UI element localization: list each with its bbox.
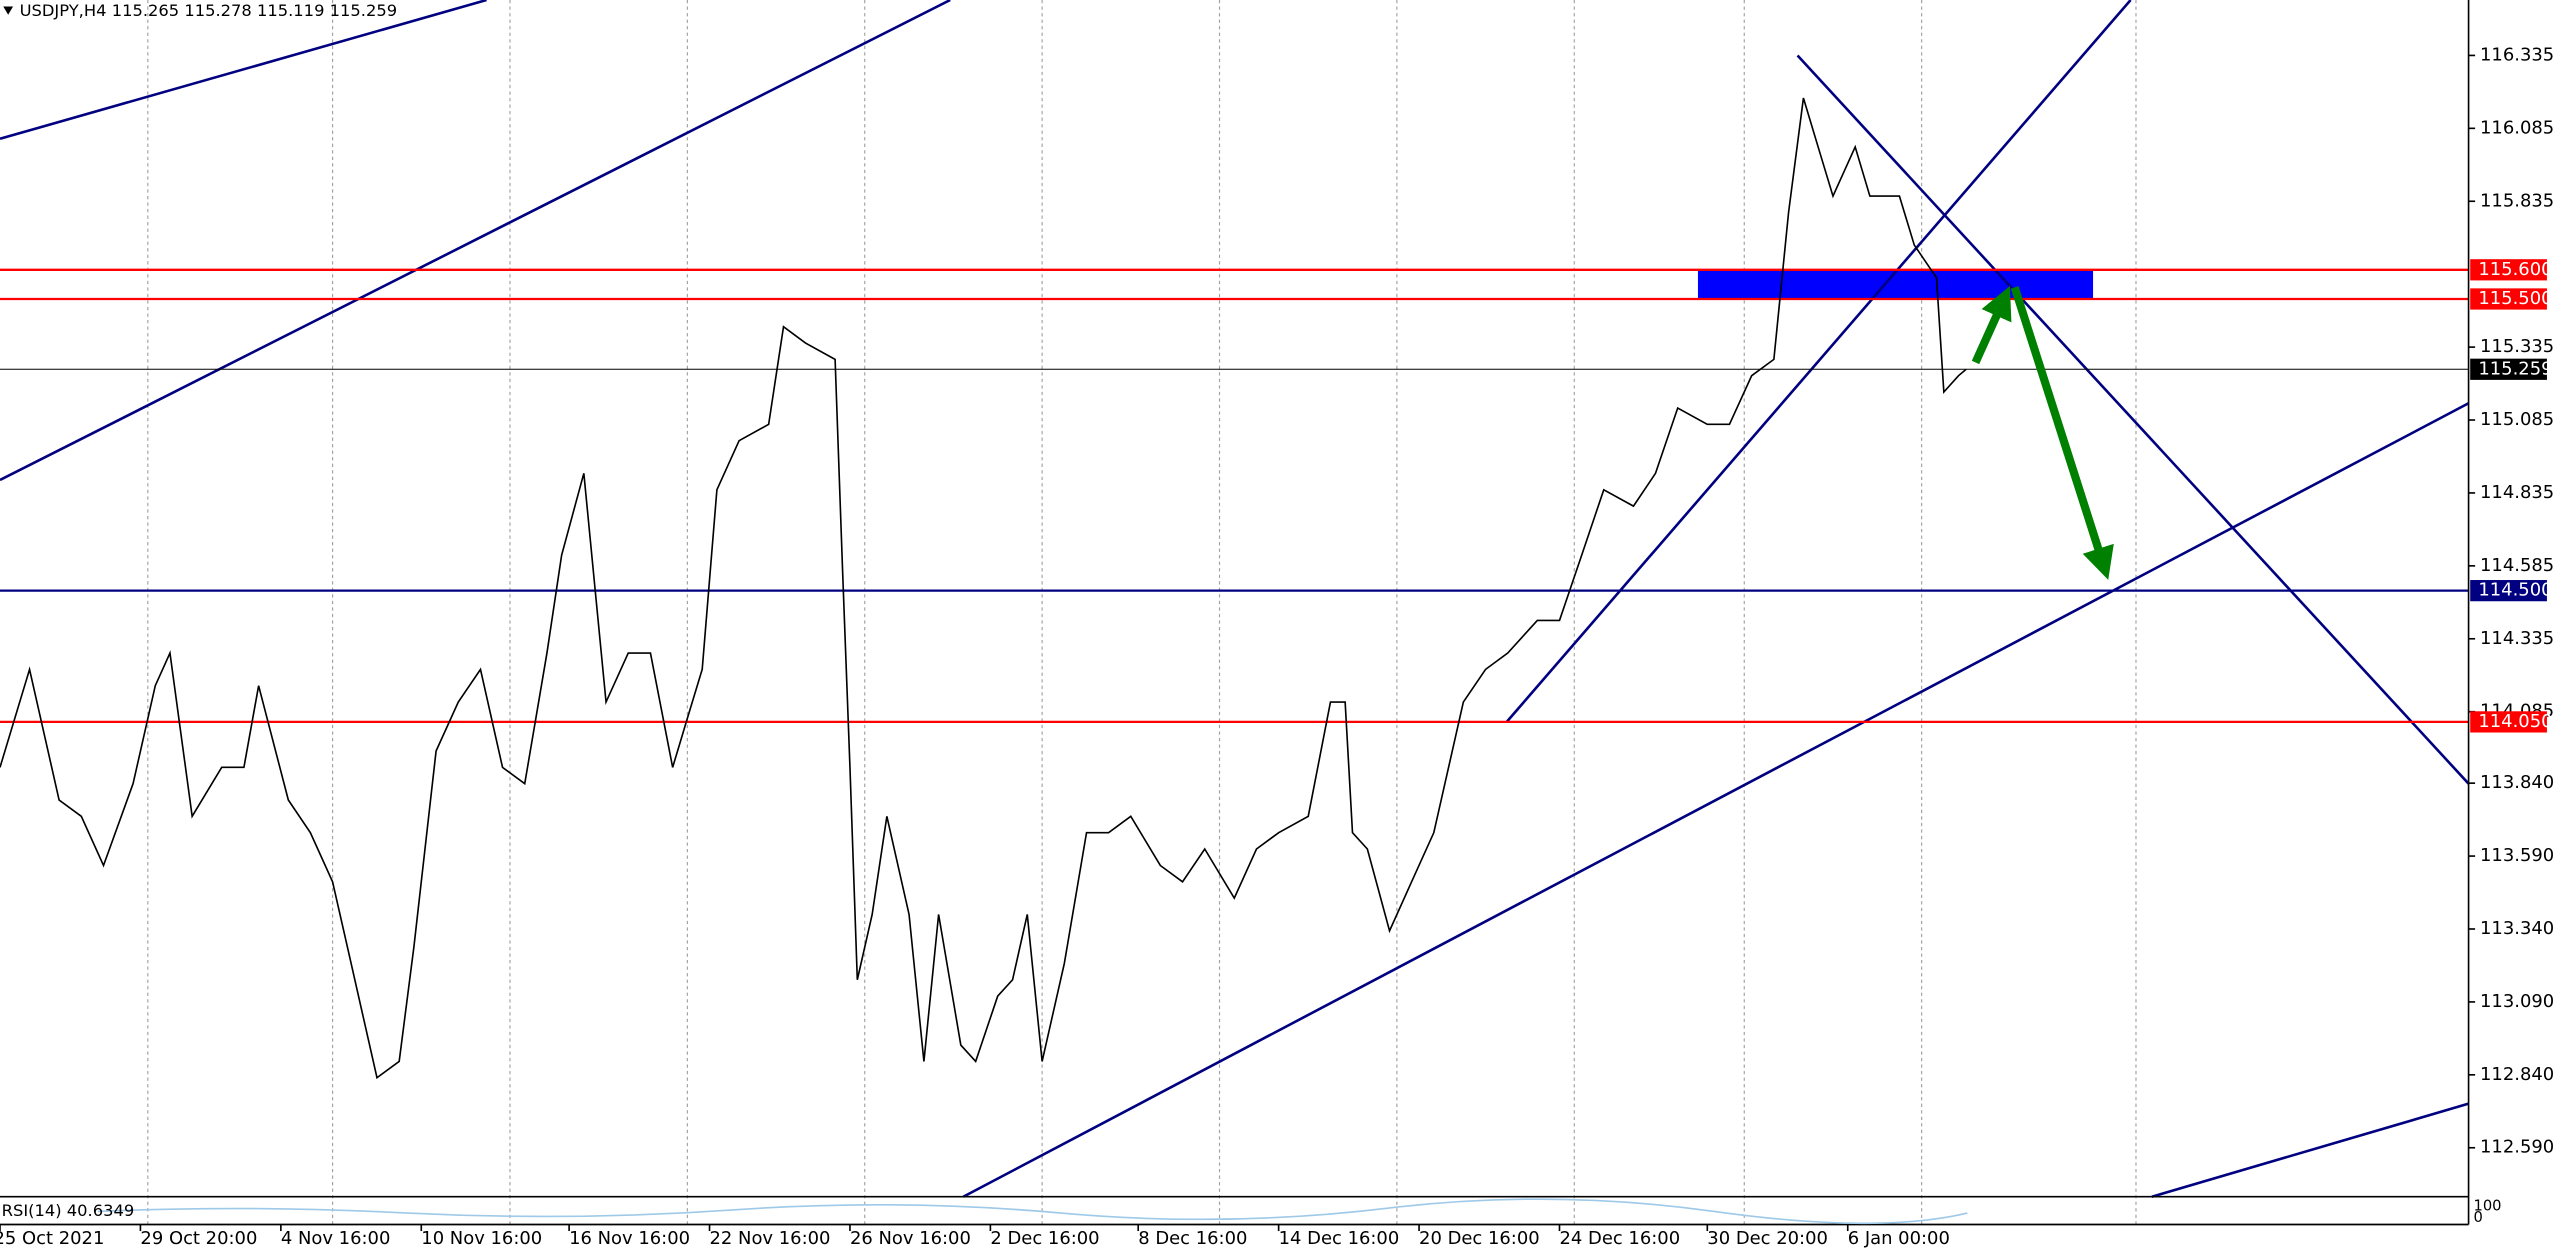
series bbox=[0, 97, 1967, 1080]
level-label-bg bbox=[2470, 358, 2547, 380]
y-tick-label: 115.835 bbox=[2480, 190, 2554, 211]
y-tick-label: 112.590 bbox=[2480, 1137, 2554, 1158]
level-label-bg bbox=[2470, 711, 2547, 733]
x-tick-label: 4 Nov 16:00 bbox=[281, 1228, 391, 1249]
x-tick-label: 14 Dec 16:00 bbox=[1279, 1228, 1400, 1249]
rsi-bottom: 0 bbox=[2473, 1209, 2482, 1226]
trend-line bbox=[2151, 1102, 2469, 1198]
level-label: 115.600 bbox=[2478, 259, 2552, 280]
levels bbox=[0, 268, 2469, 724]
x-tick-label: 30 Dec 20:00 bbox=[1707, 1228, 1828, 1249]
arrows bbox=[1971, 285, 2114, 580]
y-tick-label: 115.085 bbox=[2480, 409, 2554, 430]
rsi-top: 100 bbox=[2473, 1198, 2501, 1215]
y-tick-label: 114.585 bbox=[2480, 555, 2554, 576]
y-tick-label: 116.085 bbox=[2480, 117, 2554, 138]
trend-line bbox=[0, 0, 951, 482]
x-tick-label: 25 Oct 2021 bbox=[0, 1228, 104, 1249]
x-tick-label: 16 Nov 16:00 bbox=[569, 1228, 690, 1249]
arrow bbox=[2010, 286, 2114, 580]
y-tick-label: 112.840 bbox=[2480, 1064, 2554, 1085]
level-label: 115.259 bbox=[2478, 358, 2552, 379]
trend-line bbox=[1796, 54, 2470, 785]
x-tick-label: 22 Nov 16:00 bbox=[710, 1228, 831, 1249]
trend-lines bbox=[0, 0, 2470, 1198]
y-tick-label: 114.835 bbox=[2480, 482, 2554, 503]
trend-line bbox=[962, 402, 2470, 1198]
y-tick-label: 116.335 bbox=[2480, 44, 2554, 65]
rsi-label: RSI(14) 40.6349 bbox=[2, 1201, 135, 1220]
y-tick-label: 113.090 bbox=[2480, 991, 2554, 1012]
y-tick-label: 113.590 bbox=[2480, 845, 2554, 866]
level-label: 114.050 bbox=[2478, 711, 2552, 732]
trend-line bbox=[0, 0, 487, 141]
x-tick-label: 6 Jan 00:00 bbox=[1848, 1228, 1950, 1249]
arrow bbox=[1971, 285, 2012, 365]
menu-icon bbox=[3, 6, 14, 15]
axes: 116.335 116.085 115.835 115.335 115.085 114.8… bbox=[0, 44, 2554, 1249]
rsi-line bbox=[97, 1198, 1968, 1225]
y-tick-label: 114.335 bbox=[2480, 628, 2554, 649]
x-tick-label: 24 Dec 16:00 bbox=[1559, 1228, 1680, 1249]
x-tick-label: 2 Dec 16:00 bbox=[990, 1228, 1099, 1249]
level-label-bg bbox=[2470, 288, 2547, 310]
grid bbox=[147, 0, 2137, 1225]
level-label-bg bbox=[2470, 259, 2547, 281]
y-tick-label: 113.840 bbox=[2480, 772, 2554, 793]
trend-line bbox=[1505, 0, 2132, 723]
x-tick-label: 29 Oct 20:00 bbox=[140, 1228, 257, 1249]
x-tick-label: 10 Nov 16:00 bbox=[421, 1228, 542, 1249]
zone bbox=[1697, 269, 2094, 299]
x-tick-label: 8 Dec 16:00 bbox=[1138, 1228, 1247, 1249]
y-tick-label: 113.340 bbox=[2480, 918, 2554, 939]
price-line bbox=[0, 97, 1967, 1080]
level-label: 114.500 bbox=[2478, 580, 2552, 601]
chart-title: USDJPY,H4 115.265 115.278 115.119 115.25… bbox=[20, 1, 398, 20]
x-tick-label: 26 Nov 16:00 bbox=[850, 1228, 971, 1249]
y-tick-label: 115.335 bbox=[2480, 336, 2554, 357]
level-label: 115.500 bbox=[2478, 288, 2552, 309]
x-tick-label: 20 Dec 16:00 bbox=[1419, 1228, 1540, 1249]
level-label-bg bbox=[2470, 580, 2547, 602]
